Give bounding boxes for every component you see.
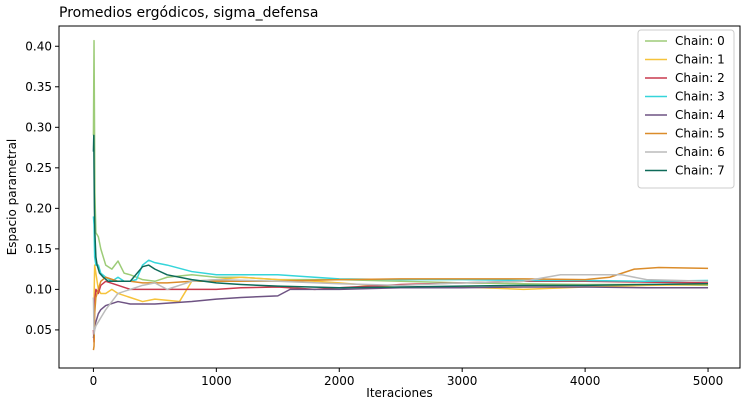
legend-label-chain-0: Chain: 0 bbox=[675, 34, 725, 48]
plot-area-frame bbox=[58, 25, 741, 369]
x-axis-label: Iteraciones bbox=[366, 386, 432, 400]
series-line-chain-4 bbox=[92, 286, 709, 339]
legend: Chain: 0 Chain: 1 Chain: 2 Chain: 3 Chain: 4… bbox=[637, 29, 735, 189]
y-tick-label: 0.35 bbox=[25, 80, 52, 94]
y-tick-label: 0.25 bbox=[25, 161, 52, 175]
x-axis: 0 1000 2000 3000 4000 5000 bbox=[90, 368, 724, 388]
legend-label-chain-5: Chain: 5 bbox=[675, 127, 725, 141]
y-tick-label: 0.05 bbox=[25, 323, 52, 337]
x-tick-label: 2000 bbox=[324, 374, 355, 388]
series-line-chain-0 bbox=[92, 39, 709, 287]
y-tick-label: 0.10 bbox=[25, 282, 52, 296]
legend-label-chain-6: Chain: 6 bbox=[675, 145, 725, 159]
legend-label-chain-2: Chain: 2 bbox=[675, 71, 725, 85]
y-tick-label: 0.40 bbox=[25, 39, 52, 53]
legend-box bbox=[637, 29, 735, 189]
y-tick-label: 0.30 bbox=[25, 120, 52, 134]
series-lines bbox=[92, 39, 709, 351]
legend-label-chain-4: Chain: 4 bbox=[675, 108, 725, 122]
y-tick-label: 0.20 bbox=[25, 201, 52, 215]
series-line-chain-7 bbox=[92, 134, 709, 289]
x-tick-label: 0 bbox=[90, 374, 98, 388]
y-tick-label: 0.15 bbox=[25, 242, 52, 256]
legend-label-chain-7: Chain: 7 bbox=[675, 164, 725, 178]
x-tick-label: 5000 bbox=[693, 374, 724, 388]
series-line-chain-3 bbox=[92, 216, 709, 283]
chart-title: Promedios ergódicos, sigma_defensa bbox=[59, 5, 318, 21]
series-line-chain-6 bbox=[92, 274, 709, 335]
y-axis: 0.05 0.10 0.15 0.20 0.25 0.30 0.35 0.40 bbox=[25, 39, 59, 337]
x-tick-label: 4000 bbox=[570, 374, 601, 388]
x-tick-label: 1000 bbox=[201, 374, 232, 388]
y-axis-label: Espacio parametral bbox=[5, 139, 19, 256]
legend-label-chain-1: Chain: 1 bbox=[675, 53, 725, 67]
x-tick-label: 3000 bbox=[447, 374, 478, 388]
legend-label-chain-3: Chain: 3 bbox=[675, 90, 725, 104]
